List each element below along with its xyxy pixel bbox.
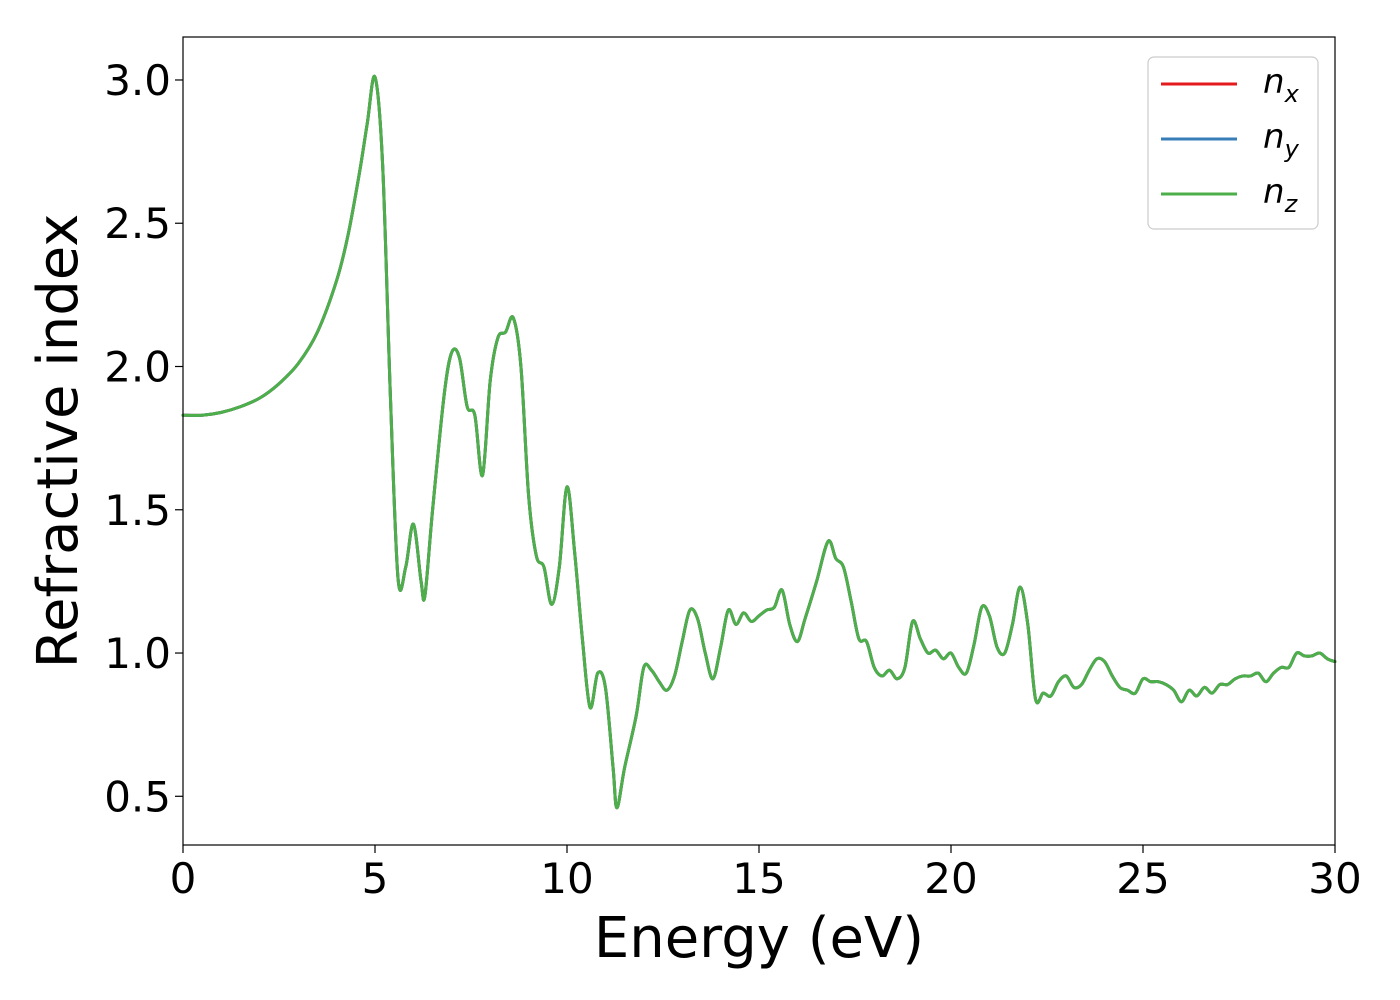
- x-axis-label: Energy (eV): [594, 906, 924, 971]
- legend-label-y: ny: [1263, 117, 1300, 163]
- x-tick-label: 20: [924, 854, 977, 903]
- x-tick-label: 30: [1308, 854, 1361, 903]
- x-tick-label: 0: [170, 854, 197, 903]
- y-tick-label: 2.5: [104, 199, 171, 248]
- x-tick-label: 5: [362, 854, 389, 903]
- legend-label-z: nz: [1263, 172, 1299, 218]
- series-line-z: [181, 74, 1337, 810]
- y-tick-label: 0.5: [104, 772, 171, 821]
- legend-box: [1147, 56, 1319, 230]
- legend-label-x: nx: [1263, 62, 1300, 108]
- x-axis-ticks: 0 5 10 15 20 25 30: [170, 845, 1362, 903]
- x-tick-label: 25: [1116, 854, 1169, 903]
- y-tick-label: 1.5: [104, 486, 171, 535]
- y-tick-label: 3.0: [104, 56, 171, 105]
- y-axis-label: Refractive index: [26, 214, 91, 669]
- y-tick-label: 1.0: [104, 629, 171, 678]
- y-tick-label: 2.0: [104, 343, 171, 392]
- legend-entries: nx ny nz: [1161, 62, 1300, 218]
- x-tick-label: 15: [732, 854, 785, 903]
- y-axis-ticks: 0.5 1.0 1.5 2.0 2.5 3.0: [104, 56, 183, 821]
- series-layer: [181, 74, 1337, 810]
- x-tick-label: 10: [540, 854, 593, 903]
- legend: nx ny nz: [1147, 56, 1319, 230]
